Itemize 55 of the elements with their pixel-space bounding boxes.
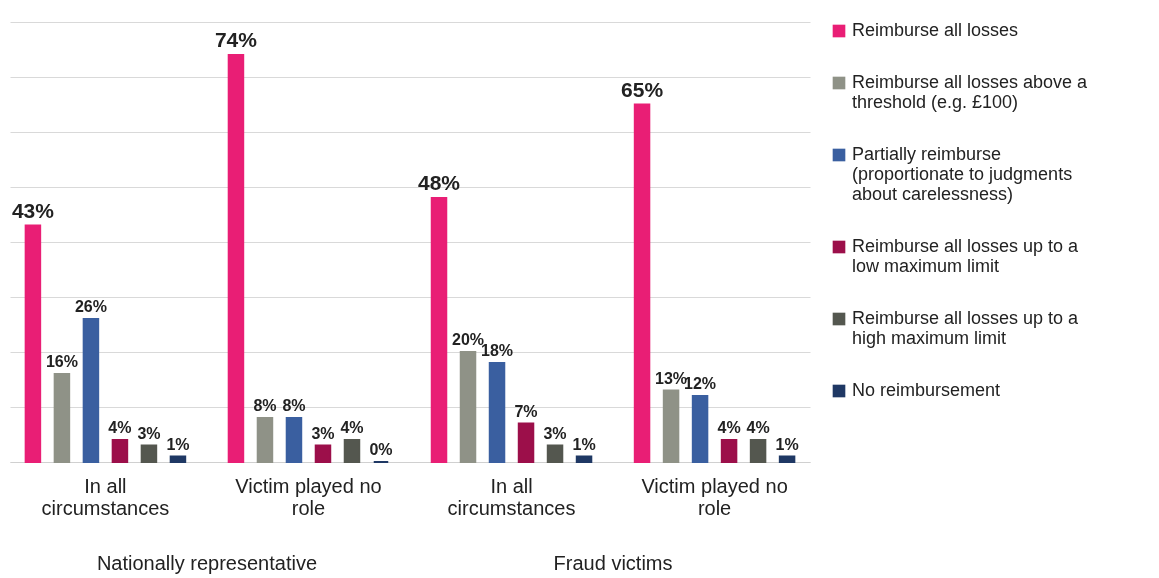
data-label: 48% (417, 171, 461, 194)
data-label: 74% (214, 28, 258, 51)
bar (778, 455, 796, 463)
bar (24, 224, 42, 463)
text: Nationally representative (96, 552, 318, 574)
bar (111, 439, 129, 463)
data-label: 26% (74, 298, 107, 315)
data-label: 65% (621, 77, 664, 101)
bar (546, 444, 564, 463)
bar (633, 103, 651, 463)
legend-label: Partially reimburse (proportionate to judgments about carelessness) (852, 144, 1073, 204)
bar (169, 455, 187, 463)
legend-label: Reimburse all losses (852, 20, 1019, 40)
bar (140, 444, 158, 463)
bar (720, 439, 738, 463)
data-label: 43% (11, 198, 55, 222)
bar (430, 197, 448, 463)
bar (662, 389, 680, 463)
data-label: 0% (369, 441, 393, 458)
data-label: 3% (311, 424, 335, 442)
bar (691, 395, 709, 463)
bar (343, 439, 361, 463)
bar (82, 318, 100, 463)
data-label: 4% (340, 419, 364, 436)
bar (488, 362, 506, 463)
bar (53, 373, 71, 463)
bar (575, 455, 593, 463)
bar (227, 54, 245, 463)
data-label: 4% (746, 419, 770, 436)
bar (314, 444, 332, 463)
bar (749, 439, 767, 463)
bar (459, 351, 477, 463)
x-tick-label: In all circumstances (447, 474, 576, 519)
bar (517, 422, 535, 463)
data-label: 4% (717, 419, 741, 436)
legend-label: Reimburse all losses above a threshold (e.g. £100) (852, 72, 1089, 112)
legend-label: Reimburse all losses up to a high maximum limit (852, 308, 1080, 348)
x-tick-label: In all circumstances (41, 474, 170, 519)
data-label: 1% (775, 435, 799, 453)
data-label: 1% (166, 435, 190, 453)
data-label: 16% (45, 353, 78, 370)
data-label: 1% (572, 435, 596, 453)
data-label: 7% (514, 402, 538, 420)
data-label: 3% (137, 424, 161, 442)
text: Fraud victims (553, 552, 673, 574)
legend-label: No reimbursement (852, 380, 1001, 400)
data-label: 3% (543, 424, 567, 442)
x-tick-label: Victim played no role (641, 474, 788, 519)
data-label: 8% (282, 397, 306, 414)
bar (285, 417, 303, 463)
data-label: 8% (253, 397, 277, 414)
x-tick-label: Victim played no role (235, 474, 382, 519)
bar (256, 417, 274, 463)
data-label: 4% (108, 419, 132, 436)
legend-label: Reimburse all losses up to a low maximum limit (852, 236, 1080, 276)
